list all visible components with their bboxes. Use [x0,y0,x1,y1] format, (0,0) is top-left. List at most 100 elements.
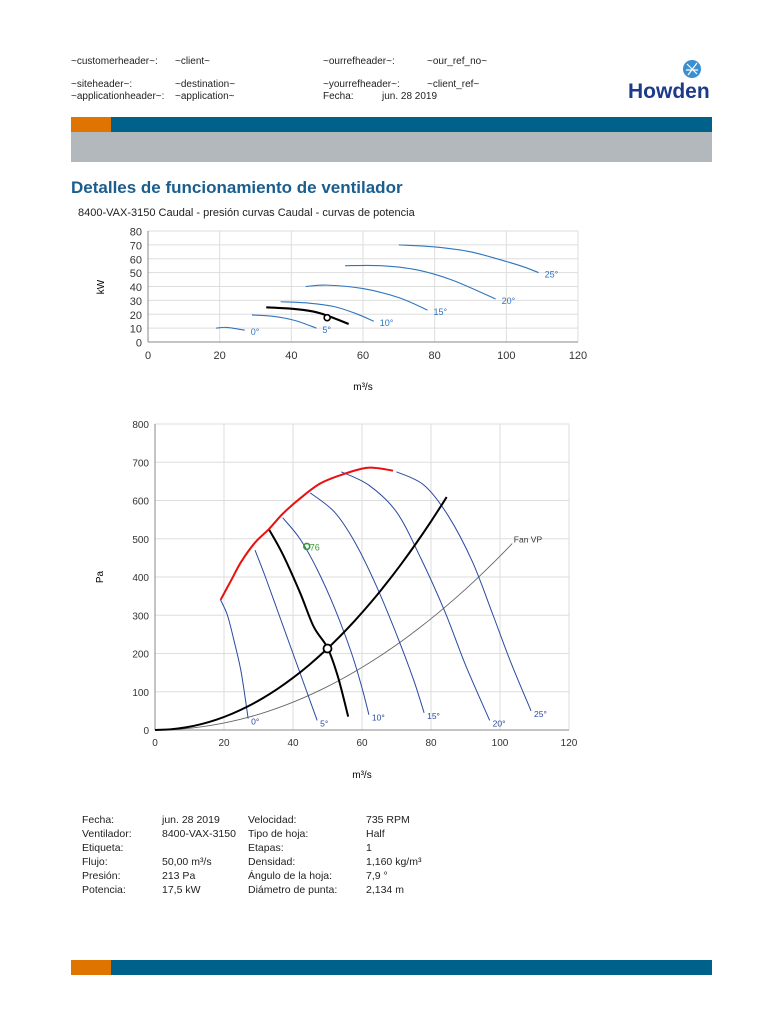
efficiency-label: 76 [310,542,320,552]
date-label: Fecha: [323,91,354,102]
x-axis-label: m³/s [352,770,371,781]
efficiency-marker [302,542,311,551]
x-tick-label: 100 [492,738,509,749]
detail-label: Diámetro de punta: [248,884,338,896]
fan-vp-label: Fan VP [514,535,543,545]
howden-logo: Howden [626,58,712,103]
detail-label: Flujo: [82,856,108,868]
x-axis-label: m³/s [353,382,372,393]
pressure-curve [254,550,318,721]
detail-row: Ventilador: 8400-VAX-3150 [82,827,244,841]
y-tick-label: 300 [132,611,149,622]
curve-label: 15° [434,307,448,317]
y-axis-label: kW [96,279,107,294]
operating-power-curve [266,306,350,325]
date-value: jun. 28 2019 [382,91,438,102]
detail-value: 213 Pa [162,870,196,882]
detail-value: 735 RPM [366,814,410,826]
y-tick-label: 60 [130,254,142,266]
operating-point [322,643,333,654]
power-curve [216,326,245,331]
detail-row: Fecha: jun. 28 2019 [82,813,244,827]
pressure-curve [220,599,249,719]
curve-label: 20° [493,718,506,728]
y-tick-label: 0 [136,338,142,350]
detail-row: Diámetro de punta: 2,134 m [248,883,429,897]
y-tick-label: 0 [143,726,149,737]
y-tick-label: 200 [132,650,149,661]
y-tick-label: 100 [132,688,149,699]
power-curve [251,314,317,329]
x-tick-label: 60 [357,350,369,362]
detail-value: 50,00 m³/s [162,856,212,868]
y-axis-label: Pa [95,570,106,583]
pressure-curve [396,471,532,712]
detail-value: 1,160 kg/m³ [366,856,422,868]
x-tick-label: 60 [356,738,368,749]
detail-row: Densidad: 1,160 kg/m³ [248,855,429,869]
y-tick-label: 20 [130,310,142,322]
curve-label: 25° [545,270,559,280]
detail-label: Densidad: [248,856,296,868]
y-tick-label: 400 [132,573,149,584]
x-tick-label: 0 [145,350,151,362]
power-curve [280,301,374,322]
header-grey-band [71,132,712,162]
detail-label: Presión: [82,870,121,882]
y-tick-label: 700 [132,458,149,469]
detail-value: 8400-VAX-3150 [162,828,236,840]
curve-label: 10° [372,713,385,723]
detail-value [162,841,244,855]
footer-color-bar [71,960,712,975]
pressure-chart: 0 20 40 60 80 100 120 0 100 200 300 400 500 600 700 800… [95,420,578,781]
y-tick-label: 800 [132,420,149,431]
x-tick-label: 120 [569,350,587,362]
detail-row: Potencia: 17,5 kW [82,883,244,897]
power-curve [398,244,539,274]
y-tick-label: 500 [132,535,149,546]
detail-row: Etiqueta: [82,841,244,855]
site-value: ~destination~ [175,79,236,90]
application-label: ~applicationheader~: [71,91,165,102]
yourref-value: ~client_ref~ [427,79,480,90]
detail-label: Tipo de hoja: [248,828,309,840]
ourref-value: ~our_ref_no~ [427,56,488,67]
detail-row: Velocidad: 735 RPM [248,813,429,827]
system-curve [154,496,448,731]
x-tick-label: 0 [152,738,158,749]
power-chart: 0 20 40 60 80 100 12001020304050607080m³/skW0°… [96,227,587,394]
detail-row: Ángulo de la hoja: 7,9 ° [248,869,429,883]
y-tick-label: 600 [132,497,149,508]
detail-row: Tipo de hoja: Half [248,827,429,841]
detail-label: Etapas: [248,842,284,854]
detail-row: Presión: 213 Pa [82,869,244,883]
detail-value: 17,5 kW [162,884,201,896]
curve-label: 10° [380,318,394,328]
curve-label: 5° [320,718,328,728]
detail-label: Ángulo de la hoja: [248,870,333,882]
y-tick-label: 30 [130,296,142,308]
x-tick-label: 120 [561,738,578,749]
x-tick-label: 20 [218,738,230,749]
y-tick-label: 10 [130,324,142,336]
pressure-curve [282,517,370,715]
operating-point [323,313,331,322]
pressure-curve [309,492,425,713]
detail-value: 2,134 m [366,884,404,896]
detail-value: jun. 28 2019 [162,814,220,826]
details-table-left: Fecha: jun. 28 2019 Ventilador: 8400-VAX-31… [82,813,244,897]
curve-label: 5° [322,325,331,335]
curve-label: 20° [502,296,516,306]
detail-label: Ventilador: [82,828,132,840]
customer-label: ~customerheader~: [71,56,158,67]
curve-label: 15° [427,711,440,721]
curve-label: 25° [534,709,547,719]
x-tick-label: 40 [287,738,299,749]
detail-value: 7,9 ° [366,870,388,882]
chart-subtitle: 8400-VAX-3150 Caudal - presión curvas Ca… [78,207,415,219]
header-color-bar [71,117,712,132]
detail-label: Potencia: [82,884,126,896]
y-tick-label: 80 [130,227,142,239]
application-value: ~application~ [175,91,235,102]
details-table-right: Velocidad: 735 RPM Tipo de hoja: Half Etapas… [248,813,429,897]
